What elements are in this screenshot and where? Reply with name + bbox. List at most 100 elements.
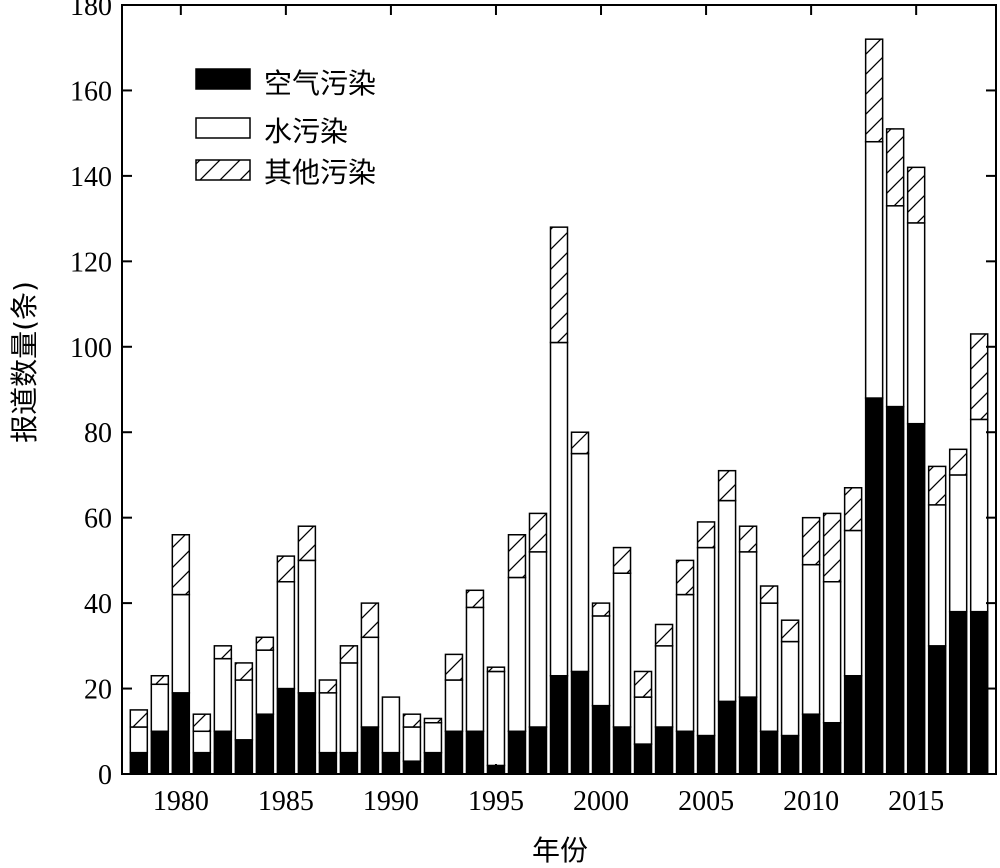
y-tick-label-0: 0 (98, 760, 112, 791)
bar-segment-2010-s1 (801, 563, 821, 715)
bar-segment-1997-s0 (528, 726, 548, 775)
bar-segment-1983-s2 (234, 662, 254, 681)
bar-segment-2018-s2 (969, 333, 989, 421)
bar-segment-2000-s2 (591, 602, 611, 617)
bar-segment-1981-s2 (192, 713, 212, 733)
bar-segment-2017-s1 (948, 474, 968, 613)
bar-segment-1979-s2 (150, 674, 170, 686)
bar-segment-1986-s2 (297, 525, 317, 562)
bar-segment-1981-s1 (192, 730, 212, 754)
bar-segment-2002-s0 (633, 743, 653, 775)
bar-segment-1995-s1 (486, 670, 506, 767)
legend-swatch-air (195, 68, 251, 90)
y-tick-label-180: 180 (70, 0, 112, 22)
bar-segment-1984-s2 (255, 636, 275, 651)
bar-segment-2003-s2 (654, 623, 674, 647)
bar-segment-1992-s2 (423, 717, 443, 724)
y-tick-label-60: 60 (84, 504, 112, 535)
bar-segment-2007-s1 (738, 551, 758, 698)
y-tick-label-20: 20 (84, 675, 112, 706)
legend-label-other: 其他污染 (264, 156, 376, 189)
bar-segment-1980-s1 (171, 593, 191, 694)
bar-segment-2009-s2 (780, 619, 800, 643)
bar-segment-1994-s2 (465, 589, 485, 609)
bar-segment-2014-s2 (885, 128, 905, 207)
x-tick-label-2000: 2000 (573, 786, 629, 817)
bar-segment-1980-s0 (171, 692, 191, 775)
bar-segment-2015-s2 (906, 166, 926, 224)
bar-segment-1992-s1 (423, 721, 443, 754)
bar-segment-2004-s1 (675, 593, 695, 733)
bar-segment-2001-s2 (612, 546, 632, 574)
bar-segment-1984-s1 (255, 649, 275, 715)
bar-segment-1990-s1 (381, 696, 401, 754)
bar-segment-1997-s2 (528, 512, 548, 553)
bar-segment-1989-s0 (360, 726, 380, 775)
x-tick-label-1985: 1985 (258, 786, 314, 817)
y-tick-label-100: 100 (70, 333, 112, 364)
bar-segment-1983-s0 (234, 739, 254, 775)
bar-segment-2006-s0 (717, 700, 737, 775)
bar-segment-1986-s0 (297, 692, 317, 775)
bar-segment-1995-s2 (486, 666, 506, 673)
bar-segment-2004-s0 (675, 730, 695, 775)
bar-segment-2012-s0 (843, 674, 863, 775)
bar-segment-2008-s0 (759, 730, 779, 775)
bar-segment-1978-s1 (129, 726, 149, 754)
bar-segment-2017-s0 (948, 610, 968, 775)
bar-segment-1993-s1 (444, 679, 464, 733)
legend-swatch-other (195, 159, 251, 181)
bar-segment-2018-s0 (969, 610, 989, 775)
bar-segment-2000-s0 (591, 704, 611, 775)
bar-segment-1987-s1 (318, 692, 338, 754)
bar-segment-1979-s1 (150, 683, 170, 733)
y-tick-label-160: 160 (70, 76, 112, 107)
bar-segment-2007-s2 (738, 525, 758, 553)
bar-segment-1981-s0 (192, 751, 212, 775)
bar-segment-2016-s0 (927, 645, 947, 775)
bars-layer (129, 38, 989, 775)
axes-layer: 0 20 40 60 80 100 120 140 160 180 1980 1985 1990 1995… (70, 0, 997, 817)
bar-segment-1985-s0 (276, 687, 296, 775)
bar-segment-2015-s0 (906, 422, 926, 775)
legend-label-air: 空气污染 (264, 67, 376, 100)
bar-segment-2016-s1 (927, 504, 947, 647)
bar-segment-2011-s1 (822, 581, 842, 724)
bar-segment-1994-s0 (465, 730, 485, 775)
bar-segment-1991-s2 (402, 713, 422, 728)
bar-segment-1993-s0 (444, 730, 464, 775)
bar-segment-1996-s0 (507, 730, 527, 775)
bar-segment-1978-s0 (129, 751, 149, 775)
bar-segment-2003-s1 (654, 645, 674, 728)
bar-segment-1993-s2 (444, 653, 464, 681)
y-tick-label-120: 120 (70, 247, 112, 278)
bar-segment-1999-s0 (570, 670, 590, 775)
legend: 空气污染 水污染 其他污染 (195, 67, 376, 189)
bar-segment-2001-s1 (612, 572, 632, 728)
y-tick-label-40: 40 (84, 589, 112, 620)
bar-segment-1979-s0 (150, 730, 170, 775)
bar-segment-2002-s2 (633, 670, 653, 698)
bar-segment-1987-s2 (318, 679, 338, 694)
bar-segment-1998-s2 (549, 226, 569, 344)
bar-segment-2008-s2 (759, 585, 779, 604)
bar-segment-2004-s2 (675, 559, 695, 596)
bar-segment-1984-s0 (255, 713, 275, 775)
bar-segment-2013-s2 (864, 38, 884, 143)
bar-segment-1982-s2 (213, 645, 233, 660)
bar-segment-2010-s2 (801, 516, 821, 566)
bar-segment-2018-s1 (969, 418, 989, 613)
bar-segment-1978-s2 (129, 709, 149, 728)
bar-segment-2011-s2 (822, 512, 842, 583)
bar-segment-1988-s2 (339, 645, 359, 664)
plot-frame (121, 4, 997, 775)
bar-segment-2000-s1 (591, 615, 611, 707)
bar-segment-2014-s0 (885, 405, 905, 775)
bar-segment-2013-s1 (864, 140, 884, 399)
bar-segment-1986-s1 (297, 559, 317, 694)
bar-segment-1999-s1 (570, 452, 590, 673)
x-tick-label-2005: 2005 (678, 786, 734, 817)
y-tick-label-80: 80 (84, 418, 112, 449)
bar-segment-1987-s0 (318, 751, 338, 775)
